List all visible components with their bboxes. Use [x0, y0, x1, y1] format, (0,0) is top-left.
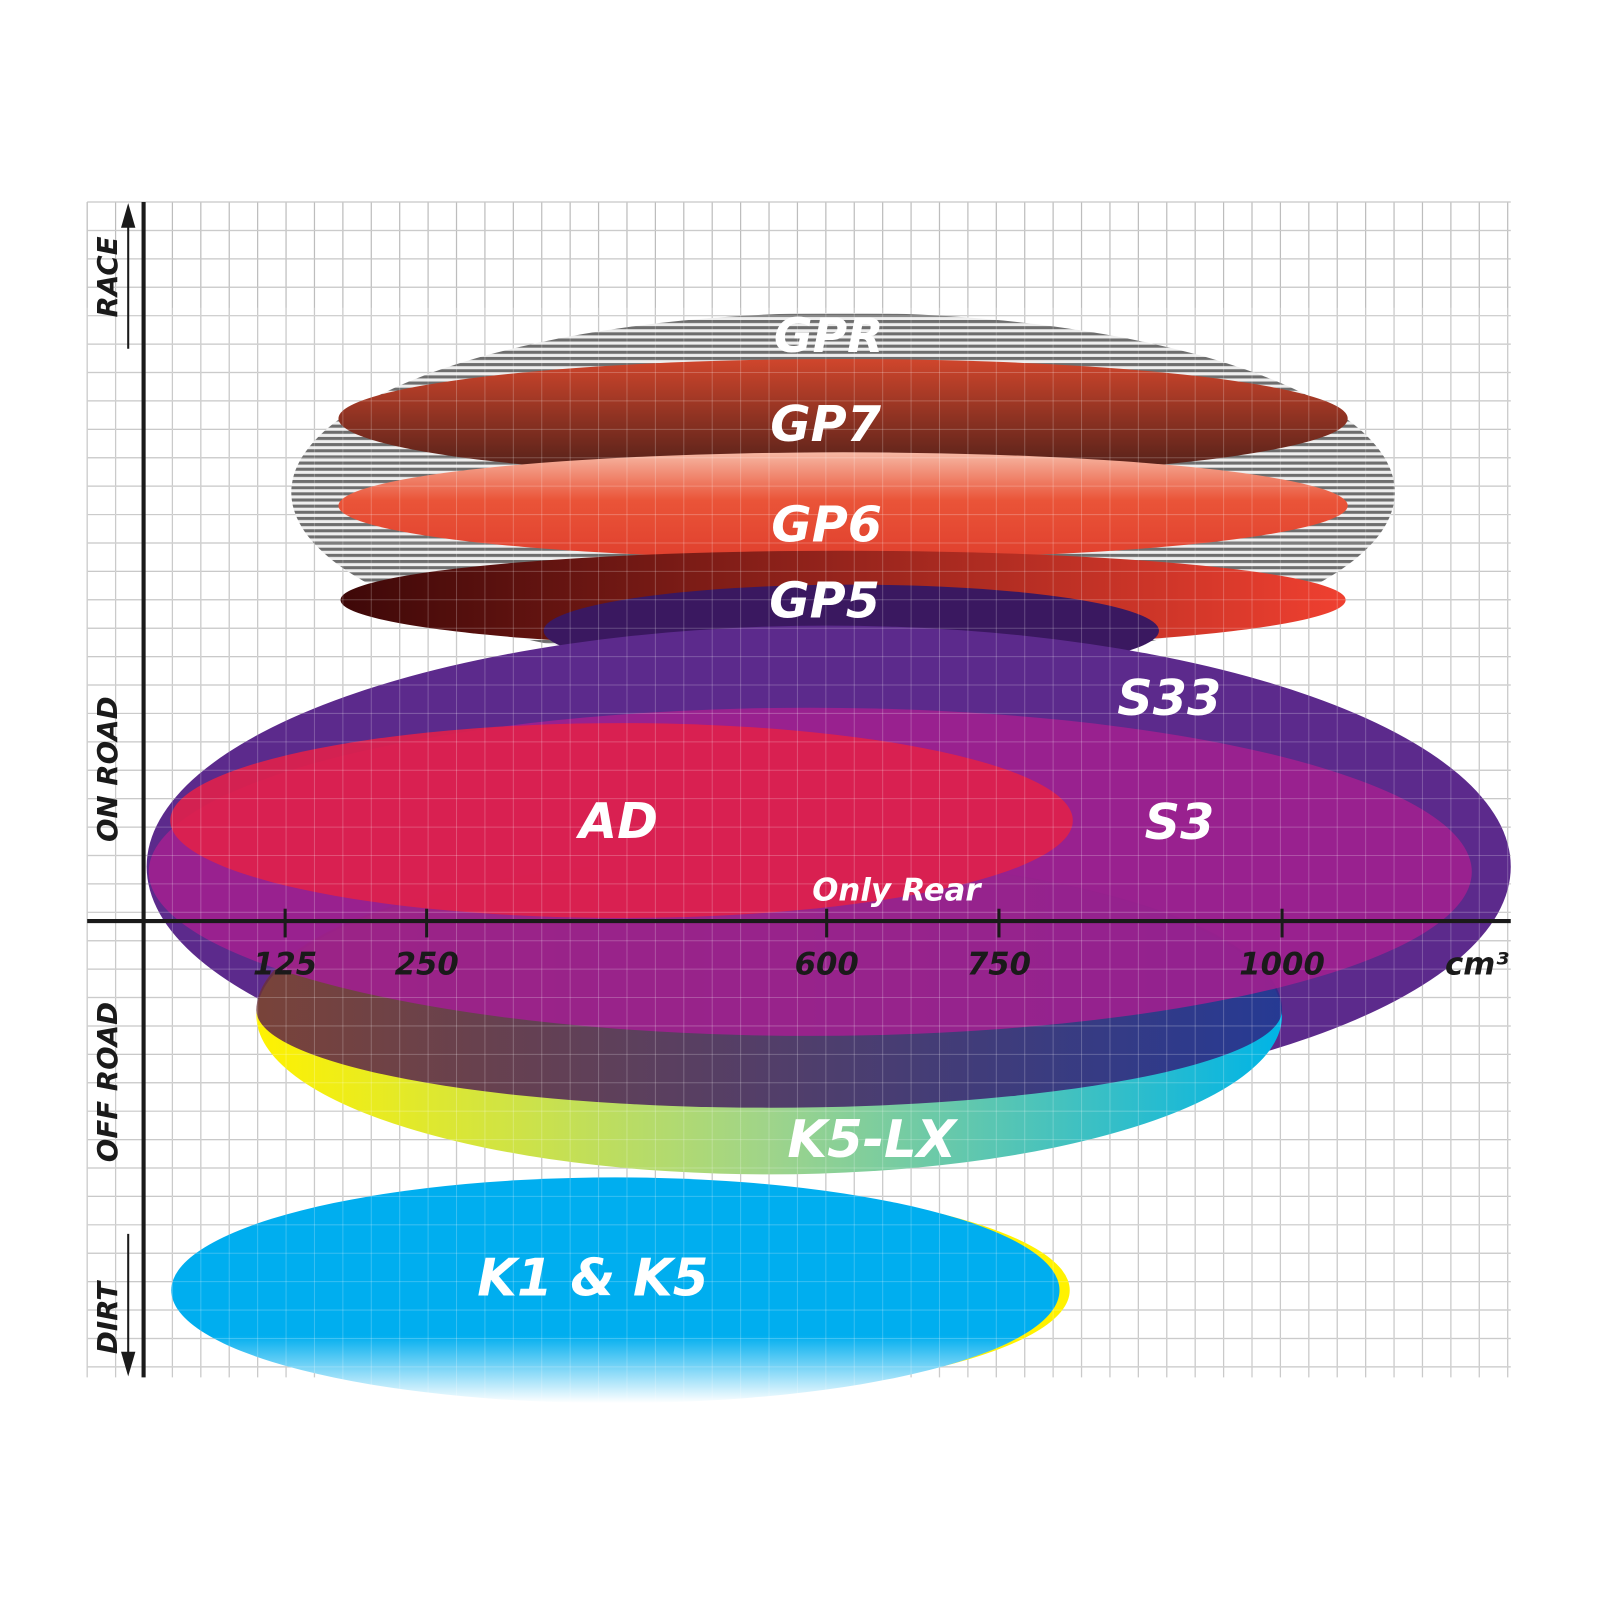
x-tick-label: 250 — [395, 946, 459, 982]
ellipse-ad — [170, 723, 1073, 918]
x-tick-label: 600 — [795, 946, 859, 982]
ellipse-gp6 — [338, 452, 1348, 559]
y-category-race: RACE — [91, 236, 124, 317]
x-tick-label: 1000 — [1239, 946, 1325, 982]
label-gp5: GP5 — [769, 571, 880, 629]
label-gpr: GPR — [774, 309, 884, 364]
arrow-up-icon — [121, 203, 136, 228]
y-category-dirt: DIRT — [91, 1280, 124, 1354]
y-category-on-road: ON ROAD — [91, 696, 124, 842]
label-s3: S3 — [1145, 793, 1215, 851]
x-tick-label: 750 — [967, 946, 1031, 982]
ellipse-k1-k5 — [171, 1177, 1060, 1404]
label-gp7: GP7 — [770, 395, 881, 453]
label-k5-lx: K5-LX — [787, 1110, 958, 1170]
label-only-rear: Only Rear — [812, 873, 982, 909]
arrow-down-icon — [121, 1351, 136, 1377]
label-s33: S33 — [1117, 669, 1221, 727]
x-axis-unit: cm³ — [1445, 946, 1509, 982]
label-gp6: GP6 — [771, 496, 882, 554]
label-k1-k5: K1 & K5 — [477, 1248, 708, 1308]
axes: 125 250 600 750 1000 cm³ RACE ON ROAD OFF ROAD DI… — [87, 202, 1511, 1378]
label-ad: AD — [575, 792, 658, 850]
tyre-ellipses: GPR GP7 GP6 GP5 S33 S3 AD Only Rear K5-LX K1 & K5 — [86, 201, 1511, 1406]
x-tick-label: 125 — [253, 946, 317, 982]
y-category-off-road: OFF ROAD — [91, 1002, 124, 1162]
ellipse-gp7 — [338, 358, 1348, 478]
